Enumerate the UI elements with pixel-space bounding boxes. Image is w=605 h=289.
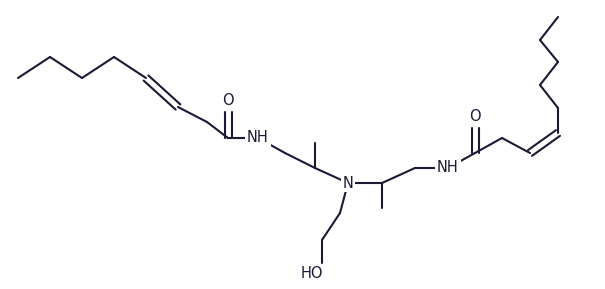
Text: O: O [222, 93, 234, 108]
Text: HO: HO [301, 266, 323, 281]
Text: NH: NH [247, 131, 269, 145]
Text: NH: NH [437, 160, 459, 175]
Text: O: O [469, 109, 481, 124]
Text: N: N [342, 175, 353, 190]
